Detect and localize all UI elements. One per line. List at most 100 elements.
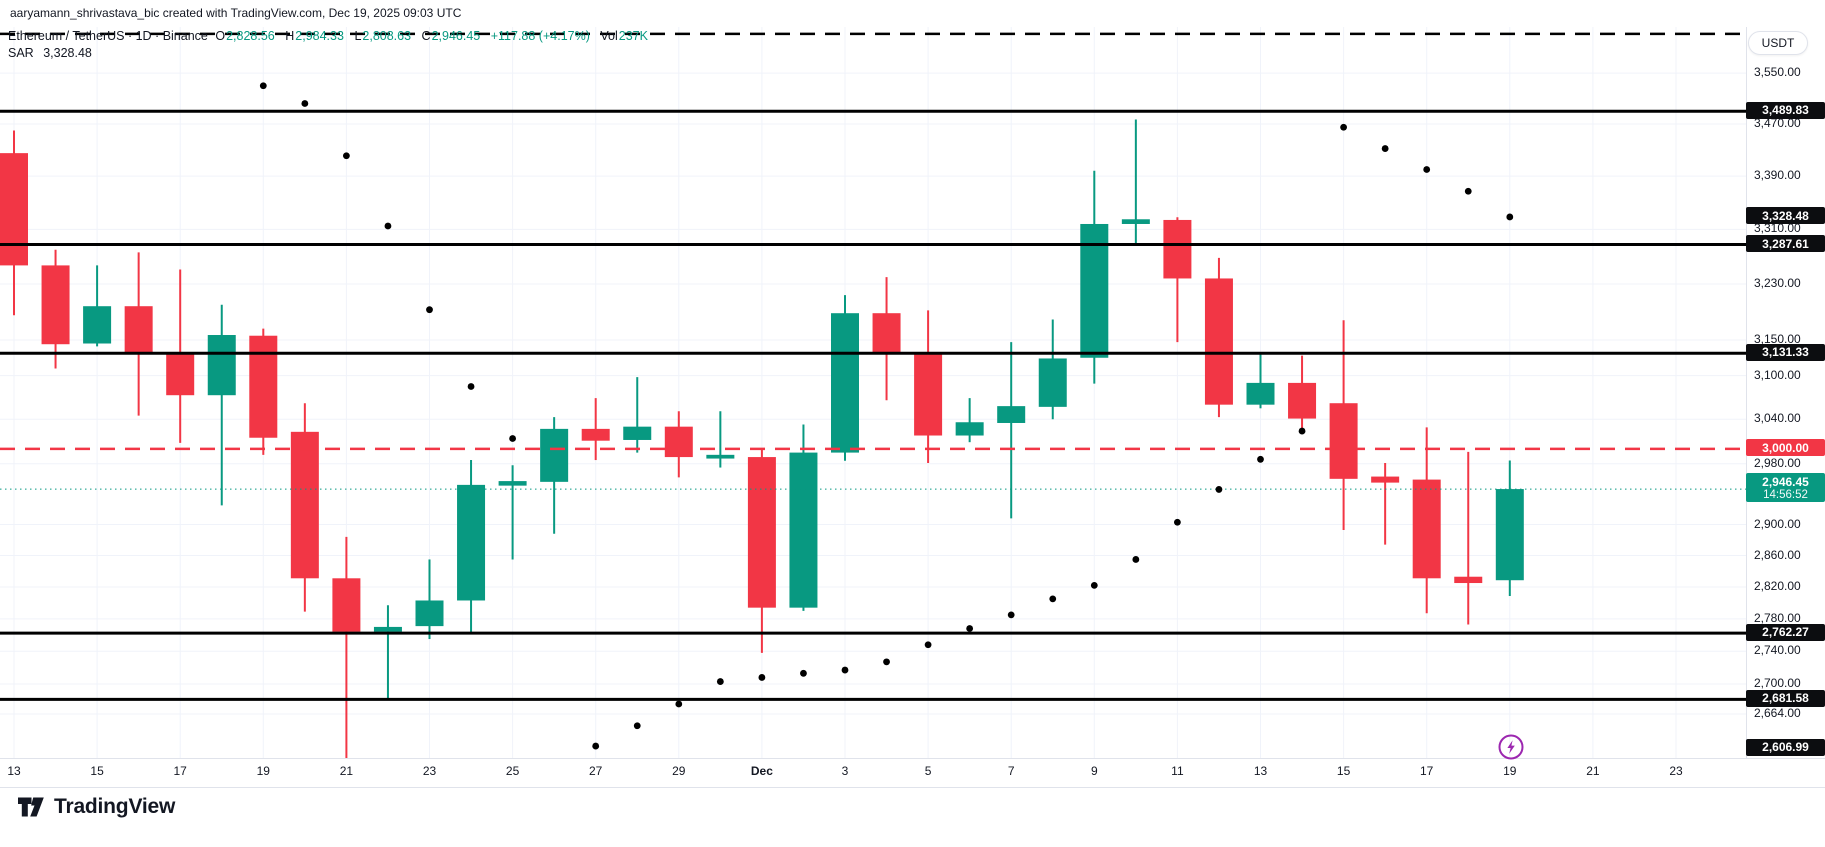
candle-dec-16 [1371,476,1400,483]
sar-dot [343,152,350,160]
low-value: 2,808.63 [362,29,412,43]
candle-dec-10 [1121,219,1150,224]
axis-price-badge: 2,681.58 [1746,689,1825,707]
tradingview-wordmark: TradingView [54,795,176,818]
axis-price-badge: 2,762.27 [1746,623,1825,641]
axis-date-label: 29 [672,764,686,778]
candle-nov-25 [498,481,527,486]
close-label: C [421,29,431,43]
candle-nov-23 [415,600,444,627]
symbol-title[interactable]: Ethereum / TetherUS · 1D · Binance [8,29,208,43]
candle-dec-2 [789,452,818,608]
sar-dot [1257,455,1264,463]
currency-toggle-button[interactable]: USDT [1748,31,1808,55]
axis-price-label: 3,470.00 [1754,116,1801,130]
axis-date-label: 17 [173,764,187,778]
sar-dot [1423,166,1431,173]
axis-price-badge: 3,328.48 [1746,207,1825,225]
tradingview-logo[interactable]: TradingView [18,795,175,819]
candle-nov-21 [332,578,361,632]
axis-price-label: 2,980.00 [1754,455,1801,470]
axis-date-label: 27 [589,764,603,778]
sar-dot [1215,486,1223,493]
axis-date-label: 19 [1503,764,1517,778]
candle-dec-19 [1495,489,1524,581]
candle-dec-6 [955,422,984,436]
high-label: H [285,29,295,43]
candle-nov-26 [540,428,569,482]
axis-price-label: 2,700.00 [1754,676,1801,691]
axis-date-label: 25 [505,764,520,778]
candle-nov-22 [373,626,402,632]
candle-nov-20 [290,431,319,579]
candle-dec-7 [997,406,1026,423]
axis-price-label: 2,900.00 [1754,516,1801,531]
sar-dot [675,700,683,708]
axis-price-label: 3,230.00 [1754,275,1801,290]
candle-dec-9 [1080,223,1109,358]
axis-price-label: 2,664.00 [1754,706,1801,720]
candle-nov-16 [124,306,153,354]
sar-dot [1506,213,1514,221]
volume-value: 237K [618,29,648,43]
axis-date-label: 21 [1586,764,1600,778]
sar-dot [758,674,766,681]
axis-date-label: 15 [90,764,104,778]
attribution-text: aaryamann_shrivastava_bic created with T… [10,6,462,20]
axis-date-label: 7 [1007,764,1015,778]
candle-dec-13 [1246,382,1275,405]
candle-nov-18 [207,335,236,396]
axis-price-badge: 3,287.61 [1746,235,1825,253]
candle-nov-14 [41,265,70,345]
sar-dot [259,82,267,90]
tradingview-logo-icon [18,797,44,817]
lightning-bolt-icon [1507,740,1515,754]
axis-date-label: 5 [924,764,932,778]
sar-dot [883,658,890,666]
sar-dot [301,100,309,107]
candle-dec-8 [1038,358,1067,407]
candle-nov-30 [706,454,735,459]
sar-dot [924,641,932,649]
axis-price-label: 3,040.00 [1754,411,1801,426]
sar-dot [716,678,724,685]
candle-nov-29 [664,426,693,458]
open-label: O [215,29,226,43]
price-axis-border [1746,27,1747,758]
sar-dot [800,669,807,677]
sar-dot [966,625,974,632]
sar-dot [1132,556,1140,563]
candle-dec-11 [1163,219,1192,279]
axis-date-label: 15 [1336,764,1351,778]
candle-nov-17 [166,353,195,396]
sar-dot [509,435,516,442]
high-value: 2,984.33 [295,29,344,43]
axis-price-label: 2,780.00 [1754,610,1801,625]
candle-dec-18 [1454,576,1483,584]
sar-dot [426,306,433,314]
candle-dec-5 [914,354,943,436]
candle-dec-12 [1204,278,1233,405]
axis-price-badge: 2,946.45 14:56:52 [1746,473,1825,503]
chart-legend: Ethereum / TetherUS · 1D · Binance O2,82… [8,29,655,43]
sar-indicator-row[interactable]: SAR 3,328.48 [8,46,92,60]
axis-price-label: 2,860.00 [1754,547,1801,562]
axis-price-badge: 3,000.00 [1746,439,1825,457]
candle-nov-15 [83,306,112,344]
sar-dot [633,722,641,730]
sar-dot [1049,595,1057,603]
sar-dot [1007,611,1015,619]
lightning-boost-button[interactable] [1497,733,1525,766]
candle-nov-24 [457,484,486,601]
candle-dec-14 [1288,382,1317,419]
candle-dec-17 [1412,479,1441,579]
axis-date-label: 17 [1420,764,1434,778]
candle-dec-15 [1329,403,1358,479]
axis-price-label: 2,740.00 [1754,643,1801,658]
volume-label: Vol [600,29,618,43]
axis-price-badge: 3,489.83 [1746,101,1825,119]
sar-dot [1340,123,1347,131]
time-axis-border[interactable] [0,758,1825,759]
axis-date-label: 9 [1090,764,1098,778]
